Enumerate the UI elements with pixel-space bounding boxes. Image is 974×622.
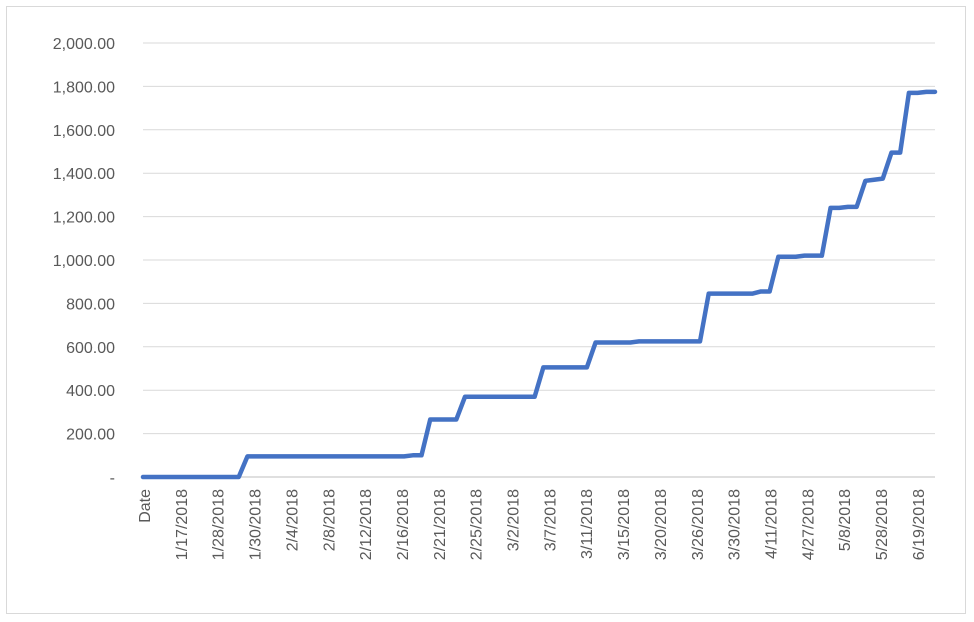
y-axis-tick-labels: - 200.00 400.00 600.00 800.00 1,000.00 1,200.0… bbox=[53, 36, 115, 487]
x-tick-label: 6/19/2018 bbox=[911, 489, 928, 560]
x-tick-label: 1/28/2018 bbox=[211, 489, 228, 560]
y-tick-label: 600.00 bbox=[66, 340, 115, 357]
x-tick-label: 3/26/2018 bbox=[690, 489, 707, 560]
x-tick-label: 3/11/2018 bbox=[579, 489, 596, 559]
y-tick-label: 1,800.00 bbox=[53, 79, 115, 96]
x-tick-label: 3/20/2018 bbox=[653, 489, 670, 560]
x-tick-label: 2/25/2018 bbox=[469, 489, 486, 560]
line-chart: - 200.00 400.00 600.00 800.00 1,000.00 1,200.0… bbox=[53, 36, 938, 560]
x-tick-label: 5/28/2018 bbox=[874, 489, 891, 560]
x-tick-label: 4/27/2018 bbox=[800, 489, 817, 560]
series-line-0 bbox=[140, 89, 938, 480]
y-tick-label: 1,200.00 bbox=[53, 210, 115, 227]
x-tick-label: 1/17/2018 bbox=[174, 489, 191, 560]
x-axis-tick-labels: Date 1/17/2018 1/28/2018 1/30/2018 2/4/2018 2… bbox=[137, 489, 928, 560]
x-tick-label: 3/7/2018 bbox=[542, 489, 559, 551]
y-tick-label: 1,400.00 bbox=[53, 166, 115, 183]
x-tick-label: 2/8/2018 bbox=[321, 489, 338, 551]
x-tick-label: 2/4/2018 bbox=[284, 489, 301, 551]
y-tick-label: 200.00 bbox=[66, 427, 115, 444]
y-tick-label: - bbox=[110, 470, 115, 487]
y-tick-label: 1,000.00 bbox=[53, 253, 115, 270]
chart-frame: - 200.00 400.00 600.00 800.00 1,000.00 1,200.0… bbox=[6, 6, 966, 614]
y-tick-label: 1,600.00 bbox=[53, 123, 115, 140]
x-tick-label: 2/16/2018 bbox=[395, 489, 412, 560]
x-tick-label: 3/15/2018 bbox=[616, 489, 633, 560]
series-layer bbox=[140, 89, 938, 480]
y-tick-label: 800.00 bbox=[66, 296, 115, 313]
x-tick-label: Date bbox=[137, 489, 154, 523]
gridlines bbox=[143, 42, 935, 435]
x-tick-label: 4/11/2018 bbox=[763, 489, 780, 559]
x-tick-label: 3/30/2018 bbox=[727, 489, 744, 560]
x-tick-label: 1/30/2018 bbox=[248, 489, 265, 560]
y-tick-label: 400.00 bbox=[66, 383, 115, 400]
x-tick-label: 3/2/2018 bbox=[506, 489, 523, 551]
y-tick-label: 2,000.00 bbox=[53, 36, 115, 53]
x-tick-label: 5/8/2018 bbox=[837, 489, 854, 551]
x-tick-label: 2/12/2018 bbox=[358, 489, 375, 560]
x-tick-label: 2/21/2018 bbox=[432, 489, 449, 560]
